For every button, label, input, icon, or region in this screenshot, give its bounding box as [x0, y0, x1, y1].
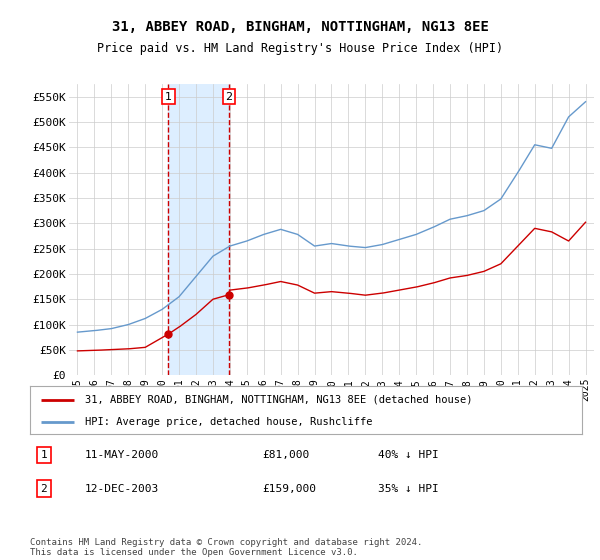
- Text: 1: 1: [40, 450, 47, 460]
- Text: 31, ABBEY ROAD, BINGHAM, NOTTINGHAM, NG13 8EE: 31, ABBEY ROAD, BINGHAM, NOTTINGHAM, NG1…: [112, 20, 488, 34]
- Text: 2: 2: [40, 484, 47, 493]
- Text: 1: 1: [165, 92, 172, 102]
- Text: Price paid vs. HM Land Registry's House Price Index (HPI): Price paid vs. HM Land Registry's House …: [97, 42, 503, 55]
- Text: 11-MAY-2000: 11-MAY-2000: [85, 450, 160, 460]
- Text: 2: 2: [226, 92, 233, 102]
- Text: 31, ABBEY ROAD, BINGHAM, NOTTINGHAM, NG13 8EE (detached house): 31, ABBEY ROAD, BINGHAM, NOTTINGHAM, NG1…: [85, 395, 473, 405]
- Bar: [168, 84, 229, 375]
- Text: HPI: Average price, detached house, Rushcliffe: HPI: Average price, detached house, Rush…: [85, 417, 373, 427]
- Text: 40% ↓ HPI: 40% ↓ HPI: [378, 450, 439, 460]
- Text: 12-DEC-2003: 12-DEC-2003: [85, 484, 160, 493]
- Text: £81,000: £81,000: [262, 450, 309, 460]
- Text: Contains HM Land Registry data © Crown copyright and database right 2024.
This d: Contains HM Land Registry data © Crown c…: [30, 538, 422, 557]
- Text: 35% ↓ HPI: 35% ↓ HPI: [378, 484, 439, 493]
- Text: £159,000: £159,000: [262, 484, 316, 493]
